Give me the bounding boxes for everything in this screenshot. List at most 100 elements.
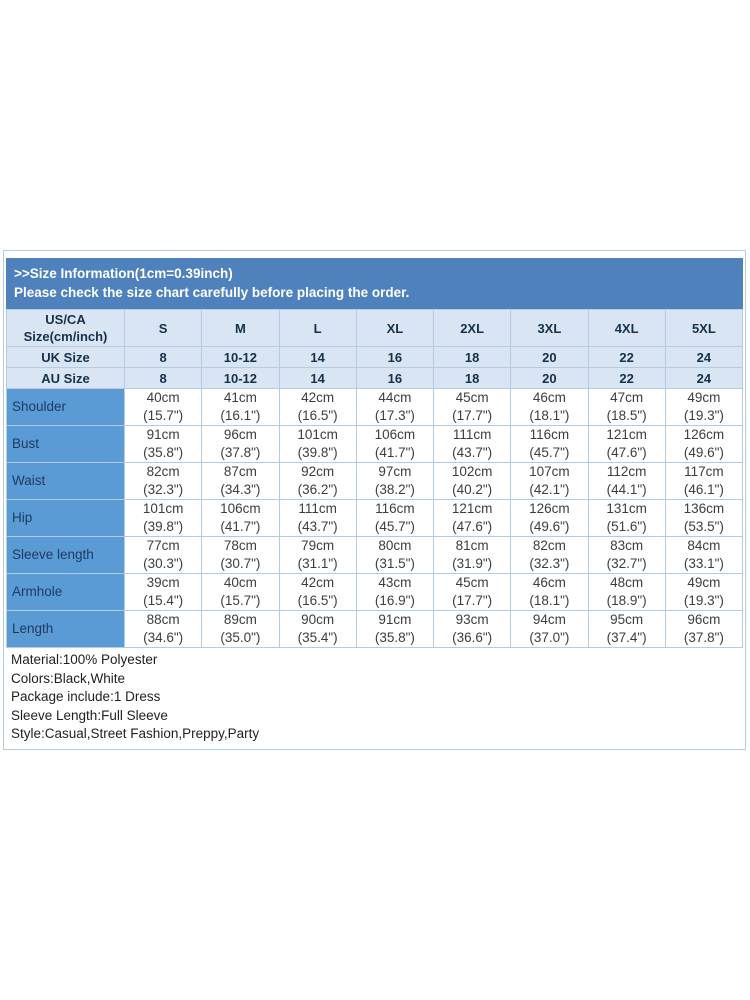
inch-value: (19.3") [683, 408, 724, 423]
inch-value: (49.6") [529, 519, 570, 534]
inch-value: (40.2") [452, 482, 493, 497]
cm-value: 78cm [223, 538, 257, 553]
measurement-cell: 44cm (17.3") [355, 388, 435, 426]
measurement-cell: 126cm (49.6") [510, 499, 589, 537]
cm-value: 95cm [610, 612, 644, 627]
detail-line: Sleeve Length:Full Sleeve [11, 707, 168, 723]
inch-value: (15.7") [220, 593, 261, 608]
au-size-value: 14 [278, 367, 357, 389]
measurement-label: Length [6, 610, 125, 648]
measurement-cell: 40cm (15.7") [201, 573, 280, 611]
measurement-label: Hip [6, 499, 125, 537]
measurement-cell: 49cm (19.3") [664, 388, 744, 426]
inch-value: (16.5") [297, 593, 338, 608]
cm-value: 48cm [610, 575, 644, 590]
size-chart-panel: >>Size Information(1cm=0.39inch) Please … [3, 250, 746, 750]
measurement-cell: 45cm (17.7") [432, 573, 512, 611]
inch-value: (30.3") [143, 556, 184, 571]
uk-size-value: 20 [510, 346, 589, 368]
au-size-value: 18 [432, 367, 512, 389]
inch-value: (18.1") [529, 408, 570, 423]
au-size-value: 20 [510, 367, 589, 389]
cm-value: 131cm [606, 501, 647, 516]
measurement-row: Waist 82cm (32.3") 87cm (34.3") 92cm (36.2") 97… [6, 462, 744, 500]
inch-value: (17.7") [452, 408, 493, 423]
size-table-body: US/CA Size(cm/inch) S M L XL 2XL 3XL 4XL 5XL UK Si… [6, 309, 744, 648]
cm-value: 93cm [455, 612, 489, 627]
inch-value: (42.1") [529, 482, 570, 497]
cm-value: 117cm [684, 464, 724, 479]
cm-value: 84cm [687, 538, 721, 553]
measurement-cell: 101cm (39.8") [123, 499, 203, 537]
cm-value: 92cm [301, 464, 335, 479]
cm-value: 40cm [223, 575, 257, 590]
inch-value: (16.9") [374, 593, 415, 608]
inch-value: (38.2") [374, 482, 415, 497]
detail-line: Package include:1 Dress [11, 689, 161, 704]
cm-value: 45cm [455, 575, 489, 590]
inch-value: (32.7") [606, 556, 647, 571]
uk-size-label: UK Size [6, 346, 125, 368]
measurement-cell: 82cm (32.3") [123, 462, 203, 500]
inch-value: (43.7") [452, 445, 493, 460]
uk-size-value: 14 [278, 346, 357, 368]
inch-value: (32.3") [529, 556, 570, 571]
inch-value: (17.7") [452, 593, 493, 608]
corner-cell: US/CA Size(cm/inch) [6, 309, 125, 347]
cm-value: 39cm [146, 575, 180, 590]
measurement-cell: 39cm (15.4") [123, 573, 203, 611]
inch-value: (44.1") [606, 482, 647, 497]
size-info-banner: >>Size Information(1cm=0.39inch) Please … [6, 258, 743, 309]
inch-value: (46.1") [683, 482, 724, 497]
au-size-value: 24 [664, 367, 744, 389]
measurement-cell: 49cm (19.3") [664, 573, 744, 611]
measurement-cell: 126cm (49.6") [664, 425, 744, 463]
inch-value: (51.6") [606, 519, 647, 534]
inch-value: (36.6") [452, 630, 493, 645]
cm-value: 94cm [532, 612, 566, 627]
cm-value: 126cm [683, 427, 725, 442]
measurement-cell: 90cm (35.4") [278, 610, 357, 648]
size-header-cell: XL [355, 309, 435, 347]
inch-value: (41.7") [220, 519, 261, 534]
measurement-cell: 107cm (42.1") [510, 462, 589, 500]
inch-value: (15.7") [143, 408, 184, 423]
au-size-value: 22 [587, 367, 666, 389]
uk-size-row: UK Size 8 10-12 14 16 18 20 22 24 [6, 346, 744, 368]
measurement-row: Armhole 39cm (15.4") 40cm (15.7") 42cm (16.5")… [6, 573, 744, 611]
cm-value: 107cm [529, 464, 570, 479]
cm-value: 112cm [606, 464, 647, 479]
measurement-row: Length 88cm (34.6") 89cm (35.0") 90cm (35.4") 9… [6, 610, 744, 648]
cm-value: 44cm [378, 390, 412, 405]
inch-value: (18.9") [606, 593, 647, 608]
inch-value: (37.0") [529, 630, 570, 645]
inch-value: (45.7") [529, 445, 570, 460]
inch-value: (15.4") [143, 593, 184, 608]
au-size-value: 16 [355, 367, 435, 389]
measurement-cell: 41cm (16.1") [201, 388, 280, 426]
inch-value: (53.5") [683, 519, 724, 534]
measurement-cell: 87cm (34.3") [201, 462, 280, 500]
inch-value: (43.7") [297, 519, 338, 534]
size-header-cell: 4XL [587, 309, 666, 347]
measurement-cell: 88cm (34.6") [123, 610, 203, 648]
measurement-cell: 42cm (16.5") [278, 388, 357, 426]
banner-subtitle: Please check the size chart carefully be… [14, 285, 410, 300]
measurement-cell: 116cm (45.7") [510, 425, 589, 463]
cm-value: 121cm [606, 427, 647, 442]
cm-value: 83cm [610, 538, 644, 553]
inch-value: (47.6") [452, 519, 493, 534]
measurement-cell: 78cm (30.7") [201, 536, 280, 574]
measurement-cell: 136cm (53.5") [664, 499, 744, 537]
cm-value: 41cm [223, 390, 257, 405]
cm-value: 47cm [610, 390, 644, 405]
cm-value: 91cm [378, 612, 412, 627]
cm-value: 102cm [451, 464, 493, 479]
au-size-row: AU Size 8 10-12 14 16 18 20 22 24 [6, 367, 744, 389]
cm-value: 40cm [146, 390, 180, 405]
cm-value: 46cm [532, 575, 566, 590]
size-header-cell: M [201, 309, 280, 347]
cm-value: 121cm [451, 501, 493, 516]
measurement-cell: 121cm (47.6") [587, 425, 666, 463]
cm-value: 87cm [223, 464, 257, 479]
